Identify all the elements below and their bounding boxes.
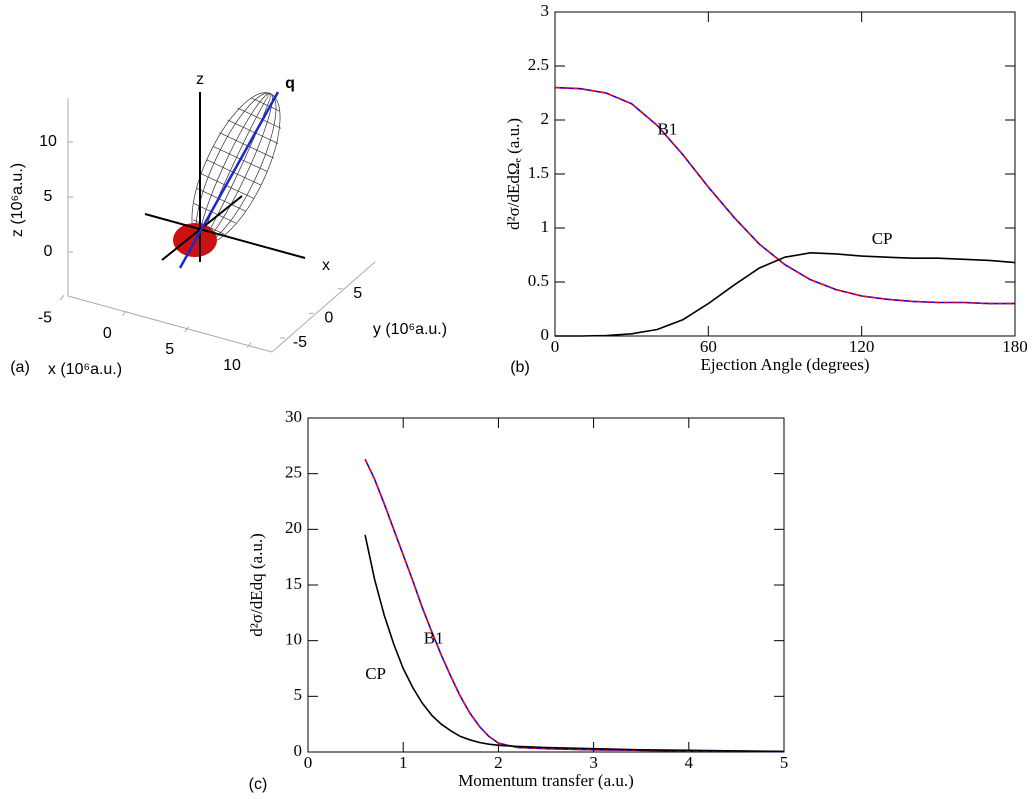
x-tick-label: 3 — [589, 753, 598, 772]
q-vector — [178, 91, 280, 269]
x-axis — [144, 213, 306, 259]
annotation: B1 — [658, 120, 678, 139]
x-tick-label: 120 — [849, 337, 875, 356]
series-line — [555, 251, 1016, 337]
x-tick-label: 1 — [399, 753, 408, 772]
x-tick — [184, 326, 190, 333]
x-tick-label: 0 — [304, 753, 313, 772]
x-tick-label: 180 — [1002, 337, 1028, 356]
y-tick-label: 10 — [285, 630, 302, 649]
y-tick-label: 5 — [294, 685, 303, 704]
series-line — [364, 534, 785, 753]
y-tick-label: 2 — [541, 109, 550, 128]
panel-label: (a) — [10, 359, 30, 376]
y-tick-label: 1.5 — [528, 163, 549, 182]
y-tick-label: 1 — [541, 217, 550, 236]
q-axis-name: q — [285, 75, 295, 92]
x-tick-label: 5 — [165, 341, 174, 358]
y-tick-label: 2.5 — [528, 55, 549, 74]
x-axis-title: x (10⁶a.u.) — [48, 361, 122, 378]
annotation: CP — [872, 229, 893, 248]
z-tick-label: 5 — [44, 188, 53, 205]
series-line — [554, 86, 1015, 305]
plot-frame — [307, 417, 785, 753]
z-tick-label: 10 — [39, 133, 57, 150]
x-tick — [246, 342, 252, 348]
x-tick-label: 10 — [223, 357, 241, 374]
x-axis-title: Momentum transfer (a.u.) — [458, 771, 634, 790]
panel-label: (b) — [510, 359, 530, 376]
y-tick-label: 15 — [285, 574, 302, 593]
y-tick-label: 25 — [285, 463, 302, 482]
x-tick-label: 0 — [103, 325, 112, 342]
y-axis-title: d²σ/dEdq (a.u.) — [247, 533, 266, 637]
y-tick-label: 3 — [541, 1, 550, 20]
x-tick-label: 4 — [685, 753, 694, 772]
y-tick-label: 0 — [294, 741, 303, 760]
y-tick-label: 0 — [541, 325, 550, 344]
y-tick-label: -5 — [293, 334, 307, 351]
series-line-dash — [364, 458, 785, 753]
y-tick-label: 0 — [324, 310, 333, 327]
y-tick-label: 20 — [285, 518, 302, 537]
y-tick-label: 0.5 — [528, 271, 549, 290]
x-axis-name: x — [322, 257, 330, 274]
x-tick — [121, 310, 127, 317]
x-tick-label: 2 — [494, 753, 503, 772]
series-line — [364, 458, 785, 753]
x-tick-label: 60 — [700, 337, 717, 356]
x-tick-label: 0 — [551, 337, 560, 356]
z-axis-title: z (10⁶a.u.) — [9, 163, 26, 237]
panel-label: (c) — [249, 776, 268, 793]
series-line-dash — [554, 86, 1015, 305]
x-tick-label: -5 — [38, 309, 52, 326]
x-axis-title: Ejection Angle (degrees) — [701, 355, 870, 374]
y-axis-title: y (10⁶a.u.) — [373, 321, 447, 338]
z-tick-label: 0 — [44, 243, 53, 260]
z-axis-name: z — [196, 71, 204, 88]
x-tick — [59, 294, 65, 301]
plot-frame — [554, 11, 1016, 337]
annotation: CP — [365, 664, 386, 683]
x-tick-label: 5 — [780, 753, 789, 772]
y-tick-label: 5 — [353, 285, 362, 302]
y-tick-label: 30 — [285, 407, 302, 426]
annotation: B1 — [424, 628, 444, 647]
y-axis-title: d²σ/dEdΩₑ (a.u.) — [504, 118, 523, 230]
